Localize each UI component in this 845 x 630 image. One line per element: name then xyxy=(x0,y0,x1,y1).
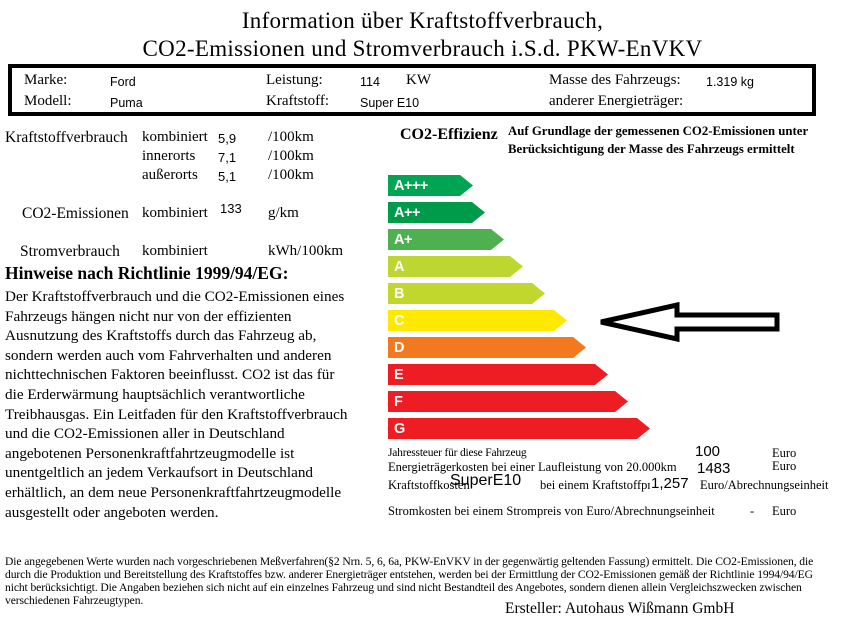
efficiency-class-label: E xyxy=(394,366,404,383)
efficiency-bar-a: A xyxy=(388,256,523,277)
efficiency-class-label: D xyxy=(394,339,404,356)
legal-fineprint: Die angegebenen Werte wurden nach vorges… xyxy=(5,555,814,607)
jahressteuer-value: 100 xyxy=(695,443,721,460)
consumption-unit: g/km xyxy=(268,205,299,221)
mode-label: außerorts xyxy=(142,167,198,183)
leistung-value: 114 xyxy=(360,75,380,89)
consumption-value: 7,1 xyxy=(218,150,237,165)
consumption-value: 5,9 xyxy=(218,131,237,146)
leistung-unit: KW xyxy=(406,72,431,88)
efficiency-scale: A+++ A++ A+ A B C D E F G xyxy=(388,175,650,445)
consumption-unit: kWh/100km xyxy=(268,243,343,259)
document-title-line1: Information über Kraftstoffverbrauch, xyxy=(241,8,604,33)
efficiency-class-label: G xyxy=(394,420,405,437)
consumption-value: 5,1 xyxy=(218,169,237,184)
jahressteuer-label: Jahressteuer für diese Fahrzeug xyxy=(388,447,527,459)
consumption-value: 133 xyxy=(220,201,242,216)
kraftstoff-label: Kraftstoff: xyxy=(266,93,330,109)
mode-label: innerorts xyxy=(142,148,196,164)
efficiency-class-label: B xyxy=(394,285,404,302)
efficiency-bar-a-plus-plus-plus: A+++ xyxy=(388,175,473,196)
efficiency-bar-a-plus: A+ xyxy=(388,229,504,250)
co2-effizienz-heading: CO2-Effizienz xyxy=(400,126,498,143)
energietraeger-label: anderer Energieträger: xyxy=(549,93,684,109)
vehicle-info-box: Marke: Ford Modell: Puma Leistung: 114 K… xyxy=(8,64,816,116)
efficiency-bar-e: E xyxy=(388,364,608,385)
mode-label: kombiniert xyxy=(142,243,208,259)
efficiency-class-label: A++ xyxy=(394,204,420,221)
modell-label: Modell: xyxy=(24,93,72,109)
efficiency-class-label: A+ xyxy=(394,231,412,248)
hinweise-heading: Hinweise nach Richtlinie 1999/94/EG: xyxy=(5,263,289,283)
energietraegerkosten-value: 1483 xyxy=(697,460,731,477)
efficiency-bar-f: F xyxy=(388,391,628,412)
efficiency-bar-b: B xyxy=(388,283,545,304)
efficiency-bar-c: C xyxy=(388,310,567,331)
stromverbrauch-label: Stromverbrauch xyxy=(20,243,120,260)
masse-value: 1.319 kg xyxy=(706,75,754,89)
hinweise-paragraph: Der Kraftstoffverbrauch und die CO2-Emis… xyxy=(5,288,348,521)
kraftstoffpreis-value: 1,257 xyxy=(650,475,690,492)
marke-value: Ford xyxy=(110,75,136,89)
stromkosten-label: Stromkosten bei einem Strompreis von Eur… xyxy=(388,504,715,518)
consumption-unit: /100km xyxy=(268,148,314,164)
efficiency-bar-g: G xyxy=(388,418,650,439)
jahressteuer-unit: Euro xyxy=(772,446,797,460)
modell-value: Puma xyxy=(110,96,143,110)
ersteller-line: Ersteller: Autohaus Wißmann GmbH xyxy=(505,600,735,617)
stromkosten-unit: Euro xyxy=(772,504,797,518)
kraftstoffkosten-label: Kraftstoffkosten xyxy=(388,478,470,492)
efficiency-class-label: A xyxy=(394,258,404,275)
kraftstoffkosten-fuel-type: SuperE10 xyxy=(450,472,522,489)
consumption-unit: /100km xyxy=(268,167,314,183)
mode-label: kombiniert xyxy=(142,205,208,221)
kraftstoffverbrauch-label: Kraftstoffverbrauch xyxy=(5,129,128,146)
efficiency-class-label: C xyxy=(394,312,404,329)
energietraegerkosten-unit: Euro xyxy=(772,459,797,473)
efficiency-bar-d: D xyxy=(388,337,586,358)
class-pointer-arrow-icon xyxy=(600,301,780,343)
leistung-label: Leistung: xyxy=(266,72,323,88)
marke-label: Marke: xyxy=(24,72,68,88)
co2-emissionen-label: CO2-Emissionen xyxy=(22,205,129,222)
co2-effizienz-note: Auf Grundlage der gemessenen CO2-Emissio… xyxy=(508,124,809,156)
document-title-line2: CO2-Emissionen und Stromverbrauch i.S.d.… xyxy=(142,36,703,61)
energietraegerkosten-label: Energieträgerkosten bei einer Laufleistu… xyxy=(388,460,677,474)
masse-label: Masse des Fahrzeugs: xyxy=(549,72,681,88)
consumption-unit: /100km xyxy=(268,129,314,145)
stromkosten-value: - xyxy=(750,504,755,518)
kraftstoffkosten-unit: Euro/Abrechnungseinheit xyxy=(700,478,829,492)
kraftstoff-value: Super E10 xyxy=(360,96,420,110)
efficiency-class-label: A+++ xyxy=(394,177,428,194)
mode-label: kombiniert xyxy=(142,129,208,145)
efficiency-class-label: F xyxy=(394,393,403,410)
efficiency-bar-a-plus-plus: A++ xyxy=(388,202,485,223)
